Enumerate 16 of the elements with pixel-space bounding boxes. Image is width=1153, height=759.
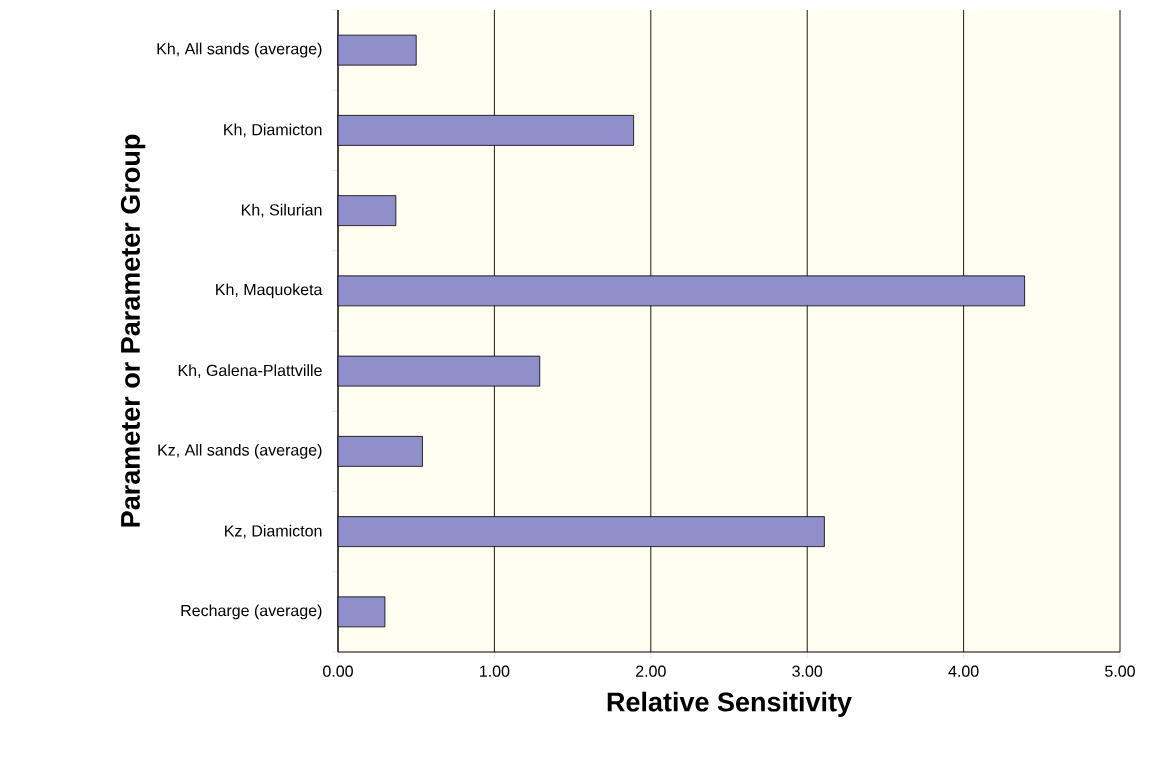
y-tick-label: Kh, All sands (average) xyxy=(157,42,322,58)
x-tick-label: 5.00 xyxy=(1105,665,1135,677)
x-tick-label: 4.00 xyxy=(948,665,979,677)
x-tick-label: 0.00 xyxy=(323,665,353,677)
x-tick-label: 3.00 xyxy=(792,665,823,677)
y-axis-title: Parameter or Parameter Group xyxy=(120,134,146,527)
y-tick-label: Recharge (average) xyxy=(181,604,322,620)
y-tick-label: Kz, All sands (average) xyxy=(158,443,322,459)
y-tick-label: Kh, Diamicton xyxy=(224,123,322,138)
x-axis-title: Relative Sensitivity xyxy=(607,691,852,717)
y-tick-label: Kh, Silurian xyxy=(241,203,322,218)
y-tick-label: Kh, Galena-Plattville xyxy=(178,364,322,378)
x-tick-label: 2.00 xyxy=(636,665,666,677)
x-tick-label: 1.00 xyxy=(480,665,510,677)
y-tick-label: Kz, Diamicton xyxy=(225,524,322,539)
y-tick-label: Kh, Maquoketa xyxy=(216,283,323,299)
